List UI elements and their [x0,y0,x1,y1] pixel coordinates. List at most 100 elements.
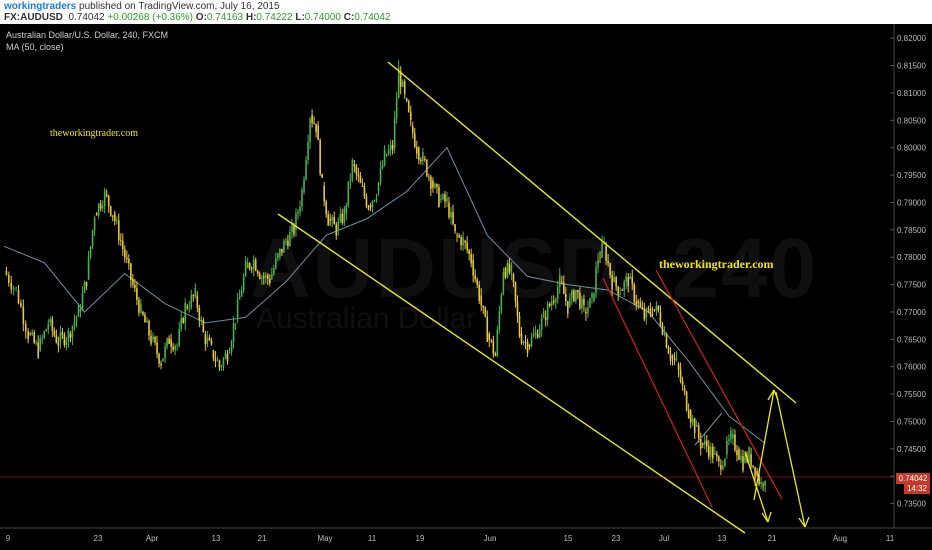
candle-body [617,286,619,295]
candle-body [250,268,253,270]
candle-body [764,480,766,486]
candle-body [295,213,297,230]
candle-body [305,159,307,180]
candle-body [482,305,485,308]
candle-body [291,224,293,233]
brand-label-small: theworkingtrader.com [50,128,139,139]
candle-body [132,279,134,285]
candle-body [490,339,493,341]
candle-body [236,299,239,318]
candle-body [581,298,583,309]
candle-body [701,443,704,445]
time-axis[interactable]: 9 23 Apr 13 21 May 11 19 Jun 15 23 Jul 13 21 Aug 11 [6,534,895,543]
candle-body [240,290,243,297]
x-tick-label: 9 [6,534,11,543]
candle-body [226,353,229,362]
candle-body [428,175,430,177]
candle-body [105,194,108,196]
candle-body [565,294,567,301]
candle-body [20,303,22,307]
candle-body [293,224,295,235]
candle-body [726,440,728,455]
candle-body [47,324,50,330]
candle-body [331,216,334,221]
candle-body [5,270,8,275]
candle-body [480,295,483,306]
candle-body [192,295,195,297]
candle-body [478,284,481,301]
candle-body [8,274,10,283]
candle-body [536,333,539,338]
candle-body [323,186,325,202]
candle-body [740,456,742,460]
y-tick-label: 0.80000 [897,144,926,153]
candle-body [550,302,553,306]
candle-body [156,342,158,354]
candle-body [571,290,573,298]
chart-canvas[interactable] [0,24,932,550]
y-tick-label: 0.75500 [897,390,926,399]
candle-body [59,332,62,343]
candle-body [81,292,84,310]
candle-body [194,287,197,297]
candle-body [63,334,66,345]
candle-body [609,263,611,276]
y-tick-label: 0.77000 [897,308,926,317]
candle-body [381,164,384,169]
symbol-title[interactable]: Australian Dollar/U.S. Dollar, 240, FXCM [6,30,169,40]
candle-body [534,331,537,335]
candle-body [418,147,420,160]
candle-body [262,276,265,278]
candle-body [200,320,203,322]
candle-body [407,100,410,112]
chart-header: workingtraders published on TradingView.… [0,0,932,24]
x-tick-label: 11 [368,534,377,543]
candle-body [744,455,746,463]
candle-body [301,190,303,207]
candle-body [224,353,227,359]
candle-body [724,458,726,466]
lower-channel-line [277,213,746,534]
candle-body [271,274,273,280]
candle-body [73,321,76,327]
candle-body [317,125,319,140]
price-axis[interactable]: 0.82000 0.81500 0.81000 0.80500 0.80000 0.795… [890,34,926,509]
close-label: C: [343,12,355,23]
candle-body [567,300,569,314]
candle-body [470,254,472,264]
candle-body [43,331,46,338]
pattern-line [694,412,723,446]
ma-legend[interactable]: MA (50, close) [6,42,64,52]
candle-body [319,139,321,174]
author-link[interactable]: workingtraders [4,1,77,12]
candle-body [277,253,279,259]
candle-body [661,324,664,335]
y-tick-label: 0.76000 [897,363,926,372]
publish-info: workingtraders published on TradingView.… [4,1,280,12]
candle-body [510,265,513,273]
candle-body [117,220,120,241]
upper-channel-line [387,61,797,404]
candle-body [575,289,577,302]
candle-body [166,338,168,347]
candle-body [556,286,559,300]
candle-body [122,240,124,250]
candle-body [703,440,706,445]
candle-body [762,484,764,486]
y-tick-label: 0.81500 [897,62,926,71]
candle-body [709,446,712,457]
candle-body [677,363,680,370]
ohlc-line: FX:AUDUSD 0.74042 +0.00268 (+0.36%) O:0.… [4,12,390,23]
candle-body [440,199,442,200]
candle-body [424,158,426,160]
candle-body [526,341,529,353]
candle-body [712,446,714,459]
candle-body [311,114,313,123]
candle-body [315,123,317,132]
candle-body [367,206,370,210]
candle-body [150,335,152,344]
candle-body [369,205,372,208]
candle-body [442,194,444,200]
candle-body [587,307,589,314]
